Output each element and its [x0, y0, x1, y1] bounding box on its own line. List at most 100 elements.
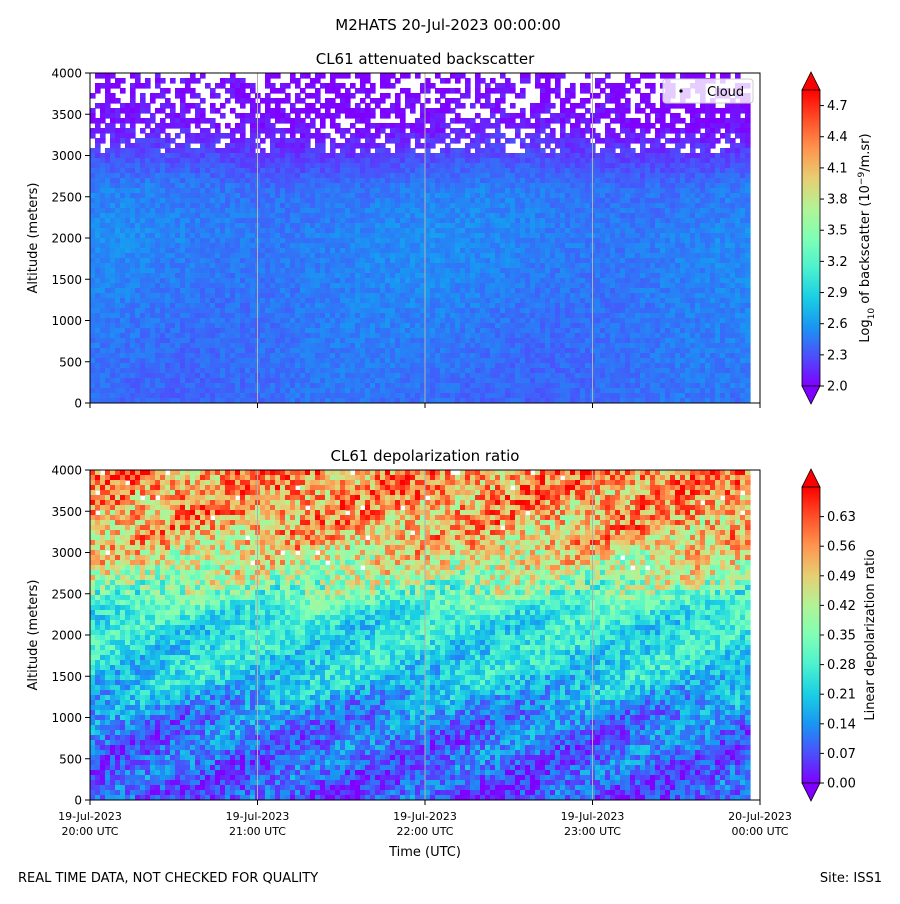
heatmap-cell [380, 143, 386, 149]
heatmap-cell [445, 183, 451, 189]
heatmap-cell [335, 208, 341, 214]
heatmap-cell [325, 228, 331, 234]
heatmap-cell [110, 93, 116, 99]
heatmap-cell [615, 103, 621, 109]
heatmap-cell [205, 238, 211, 244]
heatmap-cell [345, 208, 351, 214]
heatmap-cell [415, 123, 421, 129]
heatmap-cell [540, 253, 546, 259]
heatmap-cell [500, 88, 506, 94]
heatmap-cell [435, 88, 441, 94]
heatmap-cell [110, 123, 116, 129]
heatmap-cell [130, 238, 136, 244]
heatmap-cell [530, 283, 536, 289]
heatmap-cell [200, 138, 206, 144]
heatmap-cell [100, 248, 106, 254]
heatmap-cell [455, 208, 461, 214]
heatmap-cell [210, 153, 216, 159]
heatmap-cell [465, 253, 471, 259]
heatmap-cell [530, 233, 536, 239]
heatmap-cell [210, 268, 216, 274]
heatmap-cell [235, 268, 241, 274]
heatmap-cell [100, 233, 106, 239]
heatmap-cell [150, 278, 156, 284]
heatmap-cell [440, 148, 446, 154]
heatmap-cell [125, 118, 131, 124]
heatmap-cell [105, 73, 111, 79]
heatmap-cell [190, 223, 196, 229]
heatmap-cell [730, 158, 736, 164]
heatmap-cell [515, 268, 521, 274]
heatmap-cell [525, 233, 531, 239]
heatmap-cell [230, 78, 236, 84]
heatmap-cell [230, 138, 236, 144]
heatmap-cell [550, 163, 556, 169]
heatmap-cell [660, 258, 666, 264]
heatmap-cell [585, 148, 591, 154]
heatmap-cell [595, 273, 601, 279]
heatmap-cell [705, 278, 711, 284]
heatmap-cell [605, 243, 611, 249]
heatmap-cell [440, 103, 446, 109]
heatmap-cell [585, 198, 591, 204]
heatmap-cell [505, 258, 511, 264]
heatmap-cell [145, 213, 151, 219]
heatmap-cell [735, 113, 741, 119]
heatmap-cell [380, 228, 386, 234]
heatmap-cell [595, 153, 601, 159]
heatmap-cell [250, 173, 256, 179]
heatmap-cell [300, 183, 306, 189]
heatmap-cell [110, 278, 116, 284]
heatmap-cell [365, 103, 371, 109]
heatmap-cell [550, 268, 556, 274]
heatmap-cell [105, 178, 111, 184]
heatmap-cell [575, 103, 581, 109]
heatmap-cell [655, 278, 661, 284]
heatmap-cell [290, 73, 296, 79]
heatmap-cell [455, 223, 461, 229]
heatmap-cell [575, 163, 581, 169]
heatmap-cell [185, 88, 191, 94]
heatmap-cell [410, 188, 416, 194]
heatmap-cell [415, 158, 421, 164]
heatmap-cell [230, 188, 236, 194]
heatmap-cell [710, 108, 716, 114]
heatmap-cell [375, 203, 381, 209]
heatmap-cell [495, 273, 501, 279]
heatmap-cell [625, 78, 631, 84]
heatmap-cell [695, 253, 701, 259]
heatmap-cell [720, 248, 726, 254]
heatmap-cell [485, 148, 491, 154]
heatmap-cell [175, 173, 181, 179]
heatmap-cell [250, 138, 256, 144]
heatmap-cell [650, 253, 656, 259]
heatmap-cell [415, 228, 421, 234]
heatmap-cell [115, 223, 121, 229]
heatmap-cell [100, 193, 106, 199]
heatmap-cell [360, 288, 366, 294]
heatmap-cell [685, 208, 691, 214]
heatmap-cell [155, 213, 161, 219]
heatmap-cell [700, 258, 706, 264]
heatmap-cell [530, 183, 536, 189]
heatmap-cell [285, 208, 291, 214]
heatmap-cell [200, 163, 206, 169]
heatmap-cell [330, 83, 336, 89]
heatmap-cell [300, 88, 306, 94]
heatmap-cell [400, 138, 406, 144]
heatmap-cell [140, 153, 146, 159]
heatmap-cell [575, 228, 581, 234]
heatmap-cell [660, 113, 666, 119]
heatmap-cell [375, 213, 381, 219]
heatmap-cell [460, 188, 466, 194]
heatmap-cell [745, 268, 751, 274]
heatmap-cell [265, 268, 271, 274]
heatmap-cell [390, 193, 396, 199]
heatmap-cell [115, 243, 121, 249]
heatmap-cell [355, 278, 361, 284]
heatmap-cell [275, 208, 281, 214]
heatmap-cell [625, 263, 631, 269]
heatmap-cell [355, 118, 361, 124]
heatmap-cell [650, 233, 656, 239]
heatmap-cell [740, 128, 746, 134]
